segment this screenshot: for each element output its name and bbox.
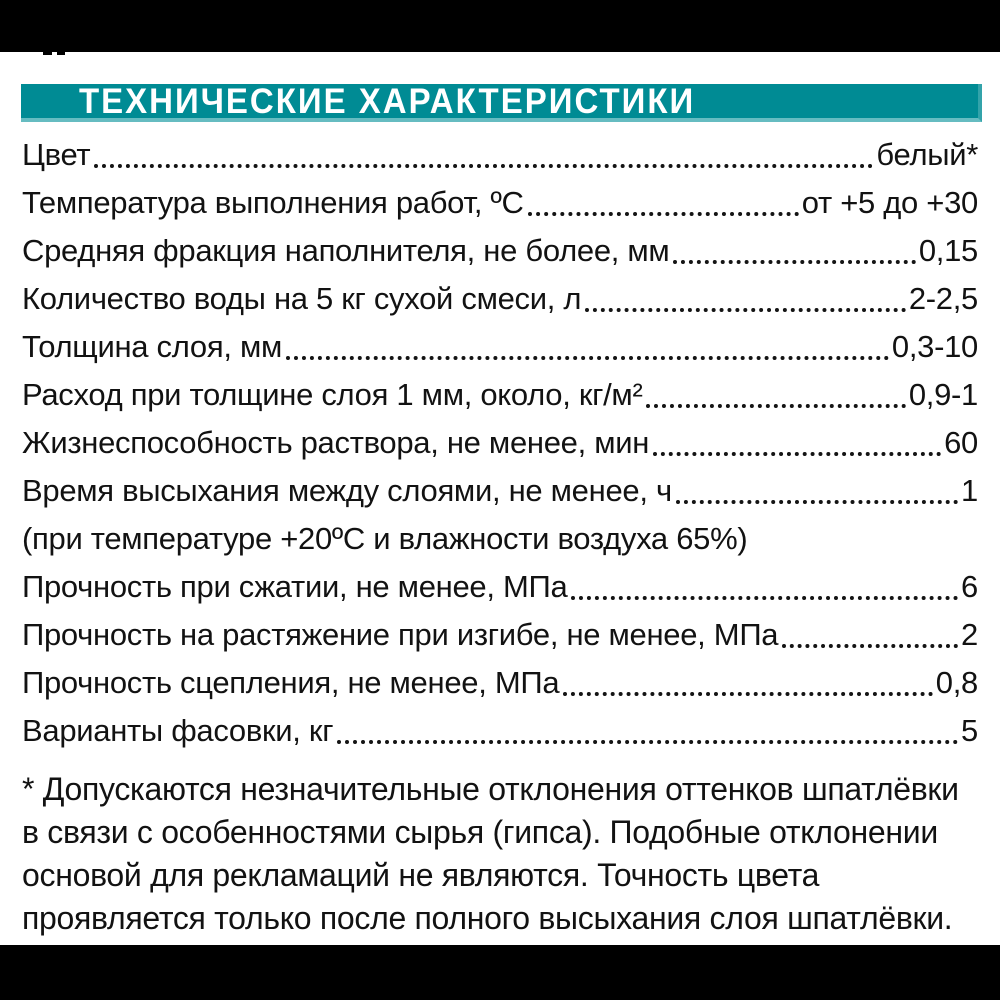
color-deviation-footnote: * Допускаются незначительные отклонения … [22, 771, 959, 936]
spec-label: Расход при толщине слоя 1 мм, около, кг/… [22, 377, 643, 412]
dotted-leader [337, 740, 959, 744]
dotted-leader [94, 164, 874, 168]
spec-value: белый* [876, 137, 978, 172]
dotted-leader [782, 644, 959, 648]
top-black-bar [0, 0, 1000, 52]
spec-row-water-amount: Количество воды на 5 кг сухой смеси, л 2… [22, 274, 978, 322]
dotted-leader [675, 500, 959, 504]
spec-value: 0,9-1 [908, 377, 978, 412]
spec-label: Количество воды на 5 кг сухой смеси, л [22, 281, 582, 316]
spec-label: Прочность сцепления, не менее, МПа [22, 665, 560, 700]
spec-value: 6 [961, 569, 978, 604]
spec-row-color: Цвет белый* [22, 130, 978, 178]
spec-value: от +5 до +30 [801, 185, 979, 220]
section-header-bar: ТЕХНИЧЕСКИЕ ХАРАКТЕРИСТИКИ [21, 80, 982, 122]
spec-row-conditions-note: (при температуре +20ºС и влажности возду… [22, 514, 978, 562]
dotted-leader [653, 452, 942, 456]
spec-label: Цвет [22, 137, 91, 172]
spec-value: 0,15 [918, 233, 978, 268]
spec-label: Прочность на растяжение при изгибе, не м… [22, 617, 779, 652]
spec-row-compressive-strength: Прочность при сжатии, не менее, МПа 6 [22, 562, 978, 610]
spec-row-consumption: Расход при толщине слоя 1 мм, около, кг/… [22, 370, 978, 418]
spec-row-adhesion-strength: Прочность сцепления, не менее, МПа 0,8 [22, 658, 978, 706]
spec-label: (при температуре +20ºС и влажности возду… [22, 521, 748, 556]
spec-row-filler-fraction: Средняя фракция наполнителя, не более, м… [22, 226, 978, 274]
spec-value: 2-2,5 [908, 281, 978, 316]
spec-value: 2 [961, 617, 978, 652]
spec-label: Жизнеспособность раствора, не менее, мин [22, 425, 650, 460]
spec-label: Прочность при сжатии, не менее, МПа [22, 569, 568, 604]
dotted-leader [673, 260, 916, 264]
spec-value: 5 [961, 713, 978, 748]
dotted-leader [285, 356, 889, 360]
dotted-leader [585, 308, 906, 312]
spec-value: 1 [961, 473, 978, 508]
spec-label: Толщина слоя, мм [22, 329, 282, 364]
artifact-mark [43, 51, 52, 55]
spec-row-packaging: Варианты фасовки, кг 5 [22, 706, 978, 754]
spec-row-flexural-strength: Прочность на растяжение при изгибе, не м… [22, 610, 978, 658]
spec-row-work-temperature: Температура выполнения работ, ºС от +5 д… [22, 178, 978, 226]
dotted-leader [571, 596, 959, 600]
dotted-leader [527, 212, 799, 216]
spec-label: Средняя фракция наполнителя, не более, м… [22, 233, 670, 268]
spec-label: Время высыхания между слоями, не менее, … [22, 473, 672, 508]
spec-value: 60 [944, 425, 978, 460]
dotted-leader [646, 404, 906, 408]
section-title: ТЕХНИЧЕСКИЕ ХАРАКТЕРИСТИКИ [79, 80, 696, 121]
specs-list: Цвет белый* Температура выполнения работ… [22, 130, 978, 754]
bottom-black-bar [0, 945, 1000, 1000]
spec-row-drying-time: Время высыхания между слоями, не менее, … [22, 466, 978, 514]
spec-value: 0,8 [935, 665, 979, 700]
spec-value: 0,3-10 [891, 329, 978, 364]
spec-row-layer-thickness: Толщина слоя, мм 0,3-10 [22, 322, 978, 370]
spec-label: Температура выполнения работ, ºС [22, 185, 524, 220]
spec-label: Варианты фасовки, кг [22, 713, 334, 748]
artifact-mark [57, 51, 65, 55]
spec-row-pot-life: Жизнеспособность раствора, не менее, мин… [22, 418, 978, 466]
dotted-leader [563, 692, 933, 696]
